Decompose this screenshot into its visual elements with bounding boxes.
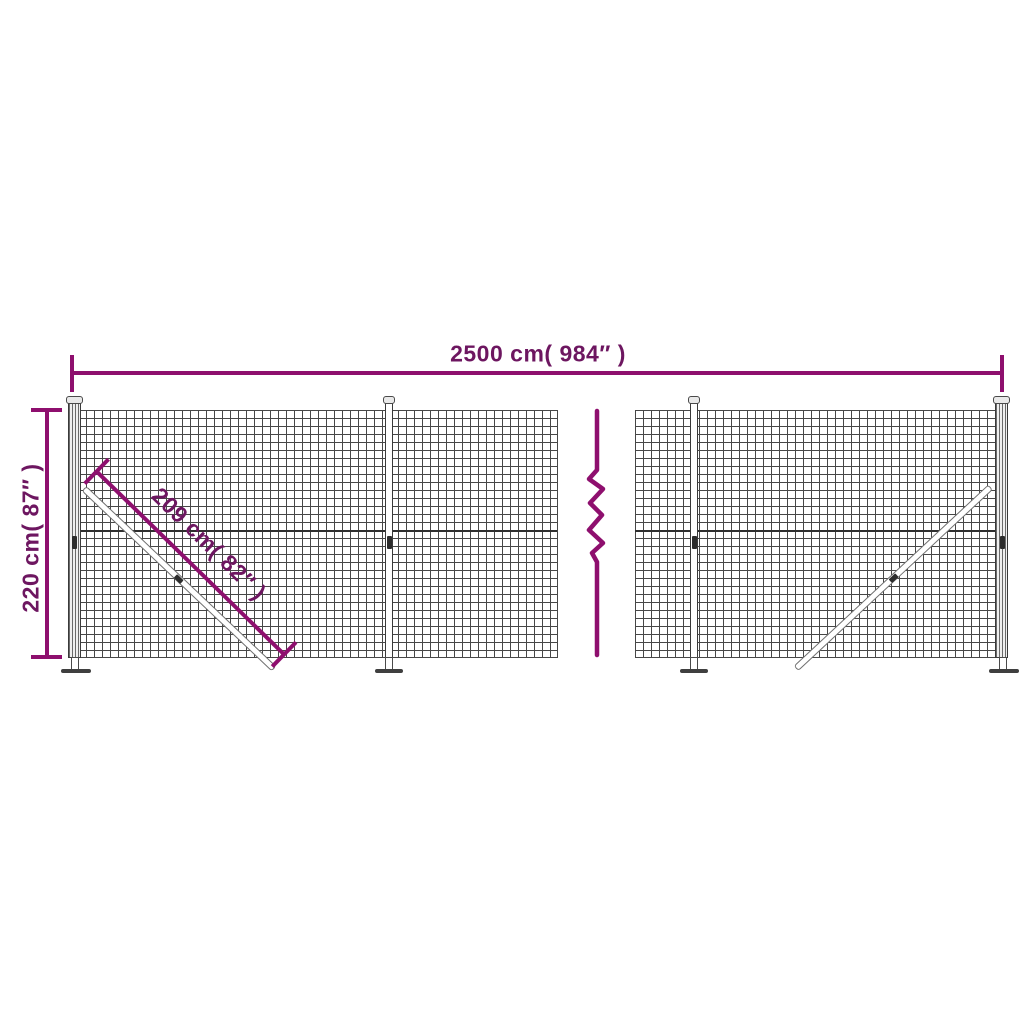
fence-post-mid-right [690,403,698,658]
width-dimension-cap-right [1000,355,1004,392]
height-dimension-label: 220 cm( 87″ ) [17,463,44,613]
wire-mesh-panel-left [78,410,558,658]
break-symbol [586,408,606,658]
fence-post-right [995,403,1008,658]
fence-post-mid-left-cap [383,396,395,404]
fence-post-right-clamp [1000,536,1005,549]
fence-post-right-cap [993,396,1010,404]
height-dimension-line [45,410,49,657]
fence-post-mid-right-cap [688,396,700,404]
fence-post-mid-left-clamp [387,536,392,549]
fence-post-mid-left-base-plate [375,669,403,673]
fence-post-mid-left [385,403,393,658]
fence-post-right-base-plate [989,669,1019,673]
fence-post-left-clamp [72,536,77,549]
fence-post-left-cap [66,396,83,404]
width-dimension-cap-left [70,355,74,392]
fence-post-left [68,403,81,658]
fence-post-left-base-plate [61,669,91,673]
fence-post-mid-right-base-plate [680,669,708,673]
width-dimension-label: 2500 cm( 984″ ) [450,340,626,367]
fence-post-mid-right-clamp [692,536,697,549]
height-dimension-cap-bottom [31,655,62,659]
width-dimension-line [72,371,1002,375]
height-dimension-cap-top [31,408,62,412]
